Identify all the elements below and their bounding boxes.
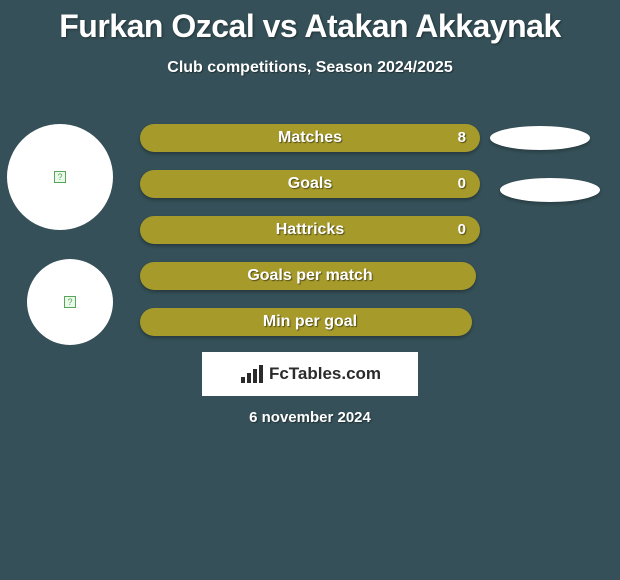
bar-value: 0 [458, 216, 466, 244]
bar-chart-icon [239, 363, 265, 385]
image-placeholder-icon: ? [64, 296, 76, 308]
bar-label: Goals per match [140, 262, 480, 290]
page-subtitle: Club competitions, Season 2024/2025 [0, 59, 620, 77]
side-ellipse-2 [500, 178, 600, 202]
bar-value: 8 [458, 124, 466, 152]
bar-row: Min per goal [140, 308, 480, 336]
brand-text: FcTables.com [269, 364, 381, 384]
bar-row: Matches 8 [140, 124, 480, 152]
bar-row: Goals per match [140, 262, 480, 290]
bar-label: Goals [140, 170, 480, 198]
stat-bars: Matches 8 Goals 0 Hattricks 0 Goals per … [140, 124, 480, 354]
player-avatar-1: ? [7, 124, 113, 230]
bar-row: Goals 0 [140, 170, 480, 198]
bar-row: Hattricks 0 [140, 216, 480, 244]
image-placeholder-icon: ? [54, 171, 66, 183]
side-ellipse-1 [490, 126, 590, 150]
bar-label: Min per goal [140, 308, 480, 336]
footer-date: 6 november 2024 [0, 409, 620, 426]
bar-label: Matches [140, 124, 480, 152]
page-title: Furkan Ozcal vs Atakan Akkaynak [0, 0, 620, 45]
bar-label: Hattricks [140, 216, 480, 244]
player-avatar-2: ? [27, 259, 113, 345]
brand-footer: FcTables.com [202, 352, 418, 396]
bar-value: 0 [458, 170, 466, 198]
